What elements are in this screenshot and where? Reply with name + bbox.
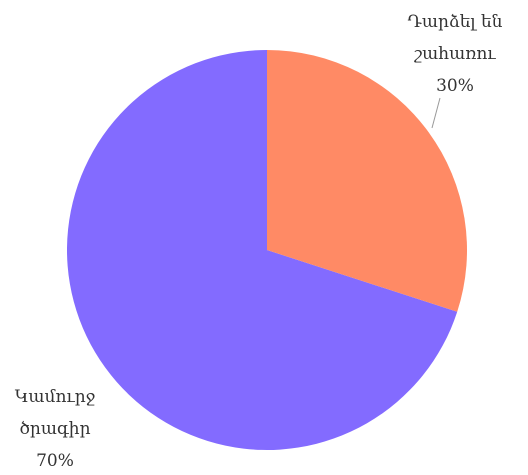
slice-value: 70% (36, 451, 74, 471)
slice-label: Դարձել են շահառու 30% (395, 6, 515, 102)
pie-slice (267, 50, 467, 312)
slice-name: Դարձել են շահառու (407, 12, 503, 64)
leader-line (431, 97, 441, 129)
pie-slice (67, 50, 458, 450)
slice-name: Կամուրջ ծրագիր (14, 387, 96, 439)
slice-label: Կամուրջ ծրագիր 70% (5, 381, 105, 475)
slice-value: 30% (436, 76, 474, 96)
